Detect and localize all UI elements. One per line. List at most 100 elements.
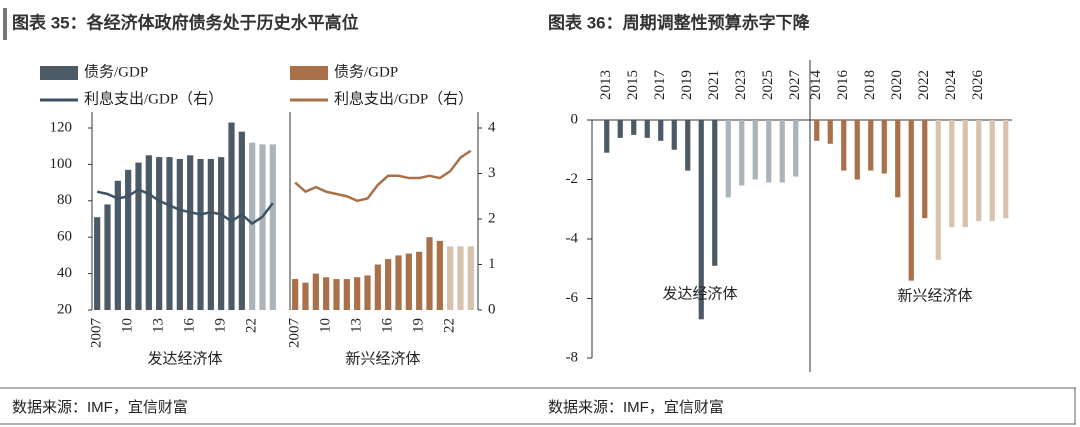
bar: [436, 240, 443, 310]
bar: [228, 122, 235, 310]
bar: [385, 259, 392, 310]
bar: [779, 120, 785, 183]
x-tick-label: 22: [244, 318, 260, 333]
y-tick-label: -6: [566, 290, 579, 306]
line-series: [294, 149, 472, 203]
bar: [766, 120, 772, 183]
bar: [312, 273, 319, 310]
bar: [467, 246, 474, 310]
chart-title: 图表 35：各经济体政府债务处于历史水平高位: [12, 12, 359, 32]
x-tick-label: 2018: [862, 70, 878, 100]
bar: [218, 157, 225, 310]
y-tick-label: -8: [566, 349, 579, 365]
legend-label: 债务/GDP: [84, 63, 148, 80]
bar: [739, 120, 745, 186]
bar: [868, 120, 874, 171]
x-tick-label: 13: [349, 318, 365, 333]
y-tick-label: -4: [566, 230, 579, 246]
y-tick-label: 80: [57, 192, 72, 208]
x-tick-label: 2007: [89, 318, 105, 349]
y2-tick-label: 4: [488, 119, 496, 135]
bar: [364, 275, 371, 310]
title-accent: [3, 8, 7, 40]
x-tick-label: 2022: [916, 70, 932, 100]
bar: [617, 120, 623, 138]
y2-tick-label: 0: [488, 301, 496, 317]
bar: [644, 120, 650, 138]
bar: [814, 120, 820, 141]
bar: [908, 120, 914, 281]
x-tick-label: 2014: [808, 70, 824, 101]
source-note: 数据来源：IMF，宜信财富: [548, 398, 724, 416]
bar: [793, 120, 799, 177]
x-tick-label: 19: [213, 318, 229, 333]
x-tick-label: 2016: [835, 70, 851, 101]
x-tick-label: 16: [182, 318, 198, 334]
bar: [426, 237, 433, 310]
bar: [125, 169, 132, 310]
legend-label: 利息支出/GDP（右）: [84, 90, 223, 107]
group-annotation: 发达经济体: [662, 285, 737, 302]
bar: [197, 158, 204, 310]
y2-tick-label: 3: [488, 165, 496, 181]
bar: [104, 204, 111, 310]
bar: [935, 120, 941, 260]
x-tick-label: 2020: [889, 70, 905, 100]
bar: [1003, 120, 1009, 219]
bar: [698, 120, 704, 320]
bar: [841, 120, 847, 171]
bar: [395, 255, 402, 310]
bar: [292, 279, 299, 310]
bar: [94, 217, 101, 310]
bar: [631, 120, 637, 135]
bar: [259, 144, 266, 310]
x-tick-label: 19: [411, 318, 427, 333]
bar: [457, 246, 464, 310]
chart-title: 图表 36：周期调整性预算赤字下降: [548, 12, 811, 32]
bar: [156, 157, 163, 310]
x-tick-label: 2026: [970, 70, 986, 101]
bar: [343, 279, 350, 310]
x-tick-label: 2007: [287, 318, 303, 349]
y-tick-label: -2: [566, 171, 579, 187]
y-tick-label: 0: [571, 111, 579, 127]
x-tick-label: 2015: [625, 70, 641, 100]
bar: [725, 120, 731, 198]
y-tick-label: 60: [57, 229, 72, 245]
x-tick-label: 2017: [652, 70, 668, 101]
bar: [238, 131, 245, 310]
y2-tick-label: 2: [488, 210, 496, 226]
y-tick-label: 120: [50, 119, 73, 135]
bar: [685, 120, 691, 171]
bar: [658, 120, 664, 141]
source-note: 数据来源：IMF，宜信财富: [12, 398, 188, 416]
x-tick-label: 2019: [679, 70, 695, 100]
legend-swatch: [290, 66, 328, 80]
line-series: [96, 188, 274, 226]
legend-label: 债务/GDP: [334, 63, 398, 80]
group-annotation: 新兴经济体: [897, 287, 972, 304]
bar: [604, 120, 610, 153]
bar: [145, 155, 152, 310]
bar: [712, 120, 718, 266]
bar: [374, 264, 381, 310]
x-tick-label: 2013: [598, 70, 614, 100]
y-tick-label: 40: [57, 265, 72, 281]
bar: [416, 251, 423, 310]
bar: [895, 120, 901, 198]
legend-swatch: [40, 66, 78, 80]
x-tick-label: 16: [380, 318, 396, 334]
bar: [302, 282, 309, 310]
x-tick-label: 22: [442, 318, 458, 333]
y2-tick-label: 1: [488, 256, 496, 272]
bar: [671, 120, 677, 150]
x-tick-label: 2025: [760, 70, 776, 100]
x-tick-label: 2027: [787, 70, 803, 101]
y-tick-label: 20: [57, 301, 72, 317]
bar: [881, 120, 887, 174]
bar: [949, 120, 955, 228]
x-axis-label: 发达经济体: [147, 350, 222, 367]
x-axis-label: 新兴经济体: [345, 350, 420, 367]
bar: [962, 120, 968, 228]
